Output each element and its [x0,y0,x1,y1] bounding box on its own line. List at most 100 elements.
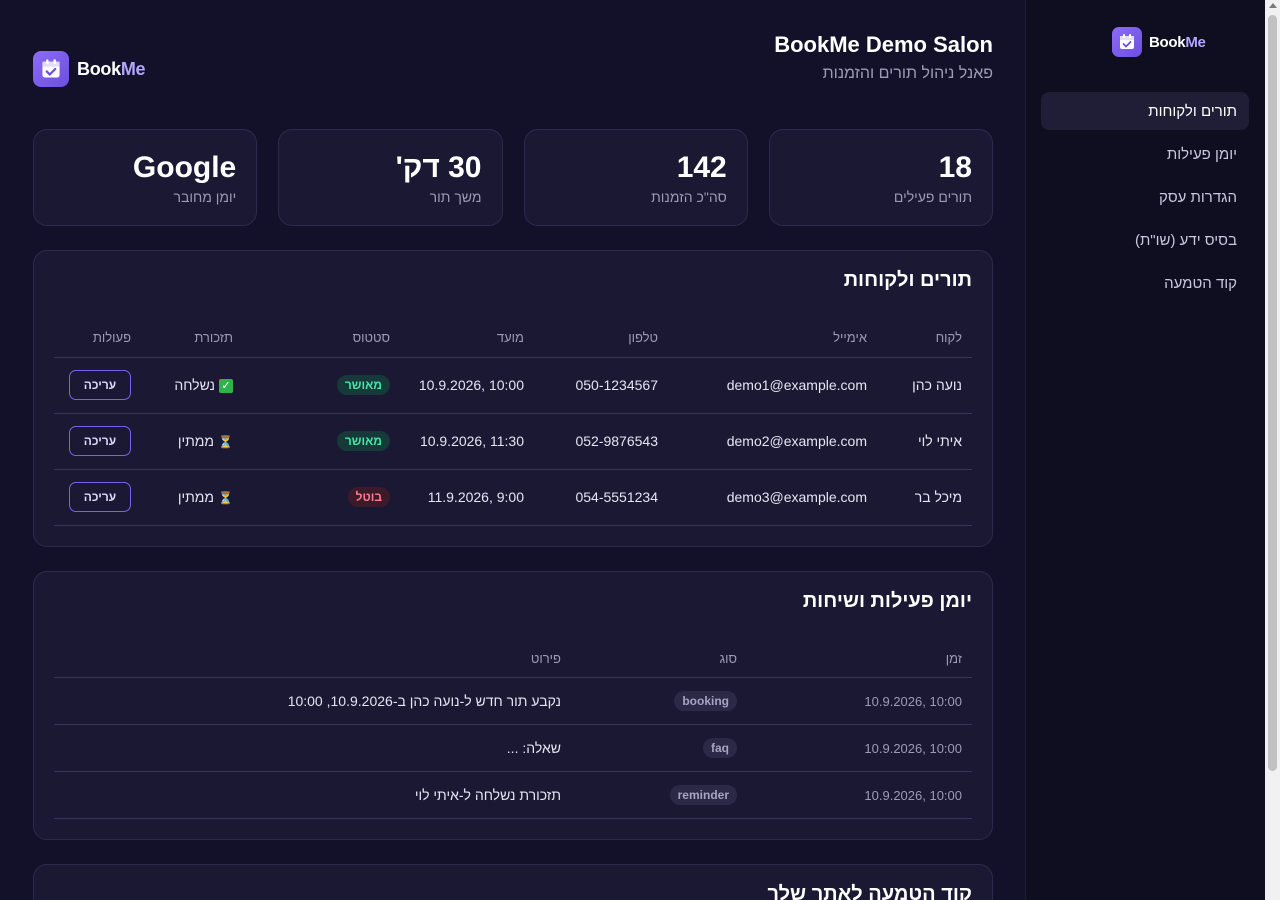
stat-card-active-appointments: 18 תורים פעילים [768,129,993,226]
stat-label: יומן מחובר [173,189,237,205]
hourglass-icon: ⏳ [218,435,233,450]
brand-name: BookMe [77,58,146,79]
reminder-cell: ✓ נשלחה [141,357,243,414]
brand-name: BookMe [1149,33,1206,51]
column-header-type: סוג [571,639,747,678]
header-logo[interactable]: BookMe [33,51,146,87]
status-cell: מאושר [243,357,400,414]
sidebar-item-knowledge-base[interactable]: בסיס ידע (שו"ת) [1134,231,1237,249]
column-header-status: סטטוס [243,319,400,358]
reminder-status: נשלחה [174,376,215,393]
client-phone: 054-5551234 [534,469,668,526]
client-name: מיכל בר [877,469,972,526]
page-header: BookMe Demo Salon פאנל ניהול תורים והזמנ… [33,0,993,129]
column-header-client: לקוח [877,319,972,358]
appointments-table: לקוח אימייל טלפון מועד סטטוס תזכורת פעול… [54,319,972,526]
type-badge: reminder [669,785,737,805]
reminder-status: ממתין [177,432,215,449]
stat-label: סה"כ הזמנות [651,189,727,205]
stat-card-appointment-duration: 30 דק' משך תור [278,129,503,226]
stat-value: 30 דק' [395,151,482,184]
stat-card-connected-calendar: Google יומן מחובר [33,129,258,226]
type-cell: booking [571,677,747,725]
embed-title: קוד הטמעה לאתר שלך [767,883,972,900]
status-cell: מאושר [243,413,400,470]
reminder-status: ממתין [177,488,215,505]
activity-detail: תזכורת נשלחה ל-איתי לוי [54,771,571,819]
sidebar-item-business-settings[interactable]: הגדרות עסק [1158,188,1237,206]
client-name: איתי לוי [877,413,972,470]
activity-table: זמן סוג פירוט 10.9.2026, 10:00 booking נ… [54,639,972,819]
embed-card: קוד הטמעה לאתר שלך [33,864,993,900]
stat-value: Google [132,151,237,184]
status-badge: מאושר [336,431,390,451]
client-name: נועה כהן [877,357,972,414]
sidebar-item-activity-log[interactable]: יומן פעילות [1166,145,1237,163]
appointment-time: 10.9.2026, 11:30 [400,413,534,470]
stats-row: 18 תורים פעילים 142 סה"כ הזמנות 30 דק' מ… [33,129,993,226]
activity-time: 10.9.2026, 10:00 [747,677,972,725]
stat-label: משך תור [429,189,482,205]
activity-card: יומן פעילות ושיחות זמן סוג פירוט 10.9.20… [33,570,993,840]
sidebar-item-embed-code[interactable]: קוד הטמעה [1164,274,1237,292]
column-header-time: מועד [400,319,534,358]
actions-cell: עריכה [54,469,141,526]
client-email: demo2@example.com [668,413,877,470]
activity-time: 10.9.2026, 10:00 [747,724,972,772]
actions-cell: עריכה [54,413,141,470]
reminder-cell: ⏳ממתין [141,413,243,470]
appointments-card: תורים ולקוחות לקוח אימייל טלפון מועד סטט… [33,250,993,547]
edit-button[interactable]: עריכה [69,426,131,456]
page-title: BookMe Demo Salon [774,32,993,57]
column-header-reminder: תזכורת [141,319,243,358]
main-content: BookMe Demo Salon פאנל ניהול תורים והזמנ… [33,0,993,900]
sidebar-nav: תורים ולקוחות יומן פעילות הגדרות עסק בסי… [1041,92,1249,307]
client-phone: 052-9876543 [534,413,668,470]
actions-cell: עריכה [54,357,141,414]
activity-detail: נקבע תור חדש ל-נועה כהן ב-10.9.2026, 10:… [54,677,571,725]
activity-title: יומן פעילות ושיחות [802,589,972,612]
edit-button[interactable]: עריכה [69,482,131,512]
vertical-scrollbar[interactable] [1265,0,1280,900]
scroll-up-arrow-icon[interactable] [1269,3,1277,8]
table-row: 10.9.2026, 10:00 faq שאלה: ... [54,724,972,772]
type-badge: booking [674,691,737,711]
table-row: נועה כהן demo1@example.com 050-1234567 1… [54,357,972,414]
table-row: 10.9.2026, 10:00 reminder תזכורת נשלחה ל… [54,771,972,819]
table-row: מיכל בר demo3@example.com 054-5551234 11… [54,469,972,526]
type-cell: reminder [571,771,747,819]
sidebar-logo[interactable]: BookMe [1112,27,1206,57]
activity-time: 10.9.2026, 10:00 [747,771,972,819]
appointments-title: תורים ולקוחות [843,269,972,291]
status-badge: מאושר [336,375,390,395]
column-header-phone: טלפון [534,319,668,358]
column-header-detail: פירוט [54,639,571,678]
type-badge: faq [703,738,737,758]
table-row: 10.9.2026, 10:00 booking נקבע תור חדש ל-… [54,677,972,725]
column-header-actions: פעולות [54,319,141,358]
page-subtitle: פאנל ניהול תורים והזמנות [822,65,993,82]
sidebar: BookMe תורים ולקוחות יומן פעילות הגדרות … [1025,0,1265,900]
stat-value: 18 [938,151,972,184]
appointment-time: 11.9.2026, 9:00 [400,469,534,526]
appointment-time: 10.9.2026, 10:00 [400,357,534,414]
stat-label: תורים פעילים [893,189,972,205]
column-header-email: אימייל [668,319,877,358]
client-email: demo1@example.com [668,357,877,414]
sidebar-item-appointments[interactable]: תורים ולקוחות [1041,92,1249,130]
check-mark-icon: ✓ [219,379,233,394]
status-badge: בוטל [347,487,390,507]
scroll-thumb[interactable] [1268,15,1277,771]
column-header-time: זמן [747,639,972,678]
activity-detail: שאלה: ... [54,724,571,772]
edit-button[interactable]: עריכה [69,370,131,400]
type-cell: faq [571,724,747,772]
status-cell: בוטל [243,469,400,526]
table-row: איתי לוי demo2@example.com 052-9876543 1… [54,413,972,470]
client-email: demo3@example.com [668,469,877,526]
reminder-cell: ⏳ממתין [141,469,243,526]
calendar-check-icon [33,51,69,87]
stat-value: 142 [676,151,727,184]
client-phone: 050-1234567 [534,357,668,414]
calendar-check-icon [1112,27,1142,57]
